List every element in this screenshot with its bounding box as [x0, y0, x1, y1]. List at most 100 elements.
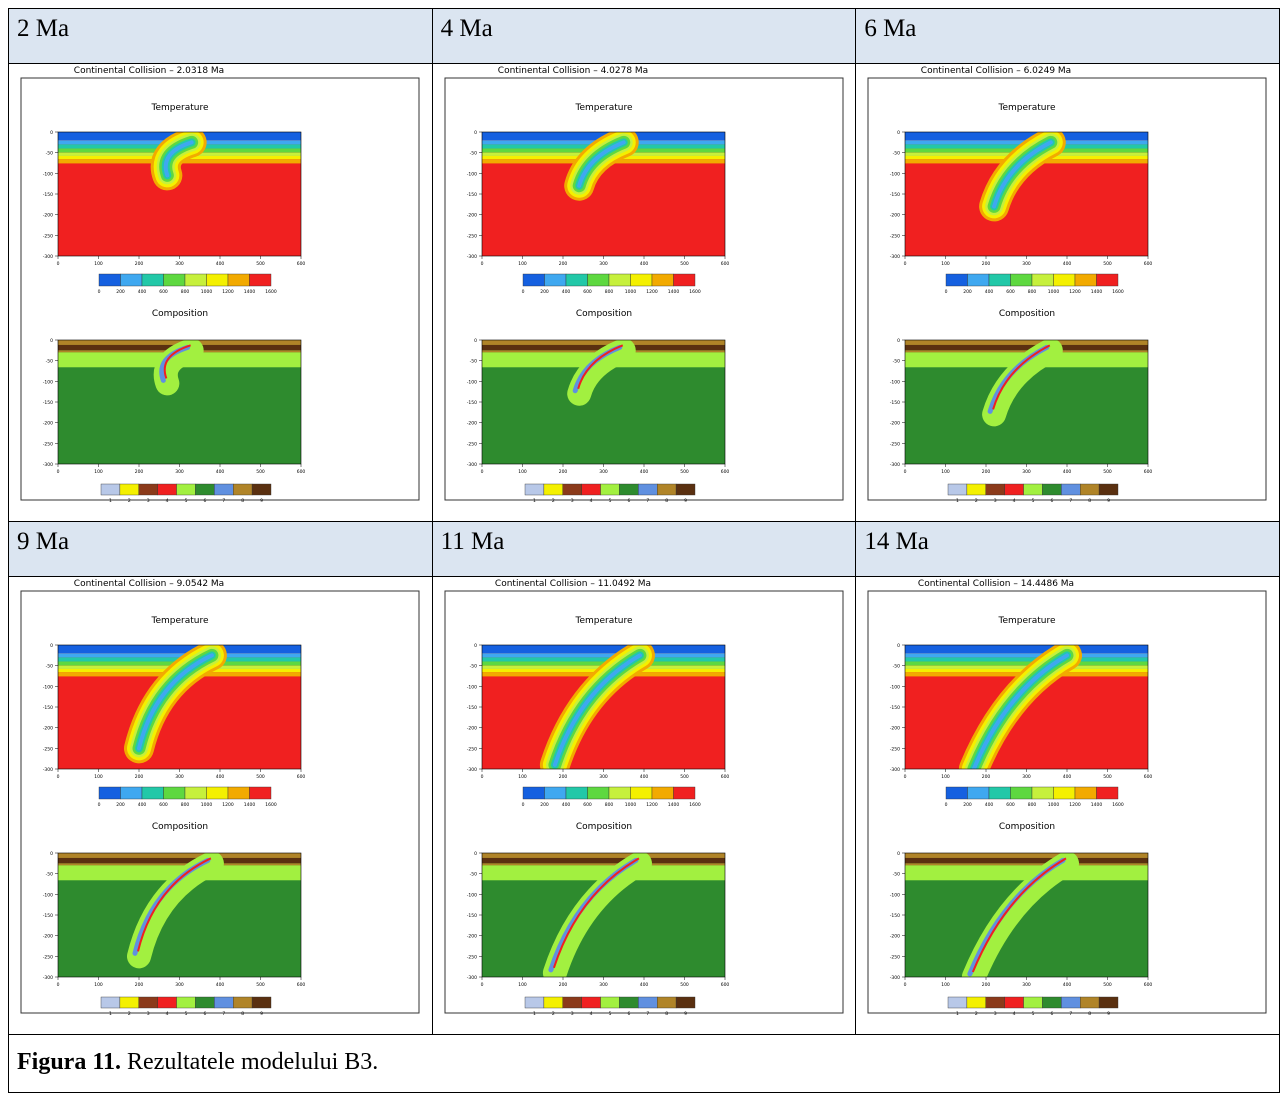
x-tick-label: 600 — [1144, 982, 1153, 988]
x-tick-label: 600 — [1144, 469, 1153, 475]
model-panel: Continental Collision – 11.0492 MaTemper… — [433, 577, 857, 1032]
legend-label: 1 — [956, 1011, 959, 1017]
x-tick-label: 400 — [216, 261, 225, 267]
plot-label: Composition — [999, 309, 1055, 319]
colorbar-label: 1600 — [265, 289, 277, 295]
legend-label: 8 — [1089, 1011, 1092, 1017]
colorbar-segment — [989, 274, 1011, 286]
cell-image: Continental Collision – 4.0278 MaTempera… — [432, 64, 856, 522]
legend-label: 6 — [1051, 498, 1054, 504]
plot-label: Composition — [152, 309, 208, 319]
legend-label: 5 — [185, 1011, 188, 1017]
y-tick-label: 0 — [50, 338, 53, 344]
x-tick-label: 0 — [480, 469, 483, 475]
y-tick-label: -250 — [43, 746, 53, 752]
colorbar-segment — [587, 787, 609, 799]
model-panel: Continental Collision – 9.0542 MaTempera… — [9, 577, 433, 1032]
y-tick-label: 0 — [474, 130, 477, 136]
colorbar-segment — [1075, 274, 1097, 286]
y-tick-label: -200 — [466, 934, 476, 940]
colorbar-segment — [652, 274, 674, 286]
y-tick-label: -100 — [890, 684, 900, 690]
legend-label: 7 — [646, 1011, 649, 1017]
legend-swatch — [214, 484, 233, 495]
temperature-band — [905, 653, 1148, 657]
colorbar-label: 200 — [540, 289, 549, 295]
legend-swatch — [986, 484, 1005, 495]
colorbar-label: 0 — [521, 802, 524, 808]
y-tick-label: -100 — [43, 684, 53, 690]
x-tick-label: 0 — [904, 982, 907, 988]
legend-label: 4 — [589, 498, 592, 504]
document: 2 Ma 4 Ma 6 Ma Continental Collision – 2… — [8, 8, 1280, 1090]
legend-swatch — [1024, 997, 1043, 1008]
legend-label: 6 — [627, 1011, 630, 1017]
colorbar-segment — [968, 787, 990, 799]
colorbar-label: 400 — [985, 289, 994, 295]
temperature-band — [482, 653, 725, 657]
x-tick-label: 400 — [216, 982, 225, 988]
legend-label: 4 — [1013, 498, 1016, 504]
x-tick-label: 100 — [518, 261, 527, 267]
legend-label: 2 — [975, 498, 978, 504]
y-tick-label: -300 — [890, 975, 900, 981]
composition-layer — [905, 865, 1148, 880]
cell-header: 6 Ma — [856, 9, 1280, 64]
colorbar-label: 1200 — [1070, 289, 1082, 295]
composition-layer — [58, 853, 301, 858]
y-tick-label: -300 — [43, 254, 53, 260]
figure-title: Continental Collision – 2.0318 Ma — [74, 66, 224, 76]
colorbar-label: 1400 — [667, 802, 679, 808]
y-tick-label: -250 — [466, 441, 476, 447]
colorbar-segment — [523, 787, 545, 799]
legend-swatch — [1081, 997, 1100, 1008]
legend-label: 2 — [552, 1011, 555, 1017]
plot-label: Composition — [152, 822, 208, 832]
y-tick-label: -100 — [466, 171, 476, 177]
y-tick-label: -150 — [466, 913, 476, 919]
legend-label: 6 — [1051, 1011, 1054, 1017]
legend-swatch — [158, 484, 177, 495]
colorbar-label: 800 — [604, 289, 613, 295]
colorbar-label: 0 — [945, 802, 948, 808]
legend-swatch — [525, 484, 544, 495]
colorbar-segment — [652, 787, 674, 799]
composition-plot — [482, 853, 725, 977]
temperature-plot — [905, 132, 1148, 256]
legend-label: 4 — [589, 1011, 592, 1017]
colorbar-label: 1200 — [222, 289, 234, 295]
colorbar-segment — [121, 274, 143, 286]
y-tick-label: -250 — [466, 233, 476, 239]
colorbar-segment — [185, 787, 207, 799]
plot-label: Temperature — [998, 103, 1056, 113]
x-tick-label: 200 — [135, 469, 144, 475]
legend-swatch — [1099, 997, 1118, 1008]
colorbar-label: 1200 — [222, 802, 234, 808]
x-tick-label: 300 — [175, 774, 184, 780]
legend-swatch — [948, 997, 967, 1008]
x-tick-label: 200 — [558, 469, 567, 475]
x-tick-label: 600 — [720, 261, 729, 267]
colorbar-label: 1200 — [646, 289, 658, 295]
legend-swatch — [562, 484, 581, 495]
y-tick-label: -100 — [43, 892, 53, 898]
x-tick-label: 600 — [297, 261, 306, 267]
composition-layer — [905, 858, 1148, 863]
y-tick-label: 0 — [50, 643, 53, 649]
colorbar-segment — [673, 274, 695, 286]
y-tick-label: -300 — [890, 462, 900, 468]
colorbar-segment — [630, 787, 652, 799]
x-tick-label: 600 — [1144, 774, 1153, 780]
y-tick-label: -150 — [890, 913, 900, 919]
colorbar-label: 800 — [1028, 289, 1037, 295]
y-tick-label: -50 — [46, 872, 53, 878]
colorbar-segment — [1032, 787, 1054, 799]
figure-title: Continental Collision – 4.0278 Ma — [497, 66, 647, 76]
model-panel: Continental Collision – 2.0318 MaTempera… — [9, 64, 433, 521]
temperature-band — [58, 653, 301, 657]
model-panel: Continental Collision – 14.4486 MaTemper… — [856, 577, 1280, 1032]
caption: Figura 11. Rezultatele modelului B3. — [9, 1035, 1280, 1093]
legend-swatch — [1099, 484, 1118, 495]
legend-label: 2 — [975, 1011, 978, 1017]
